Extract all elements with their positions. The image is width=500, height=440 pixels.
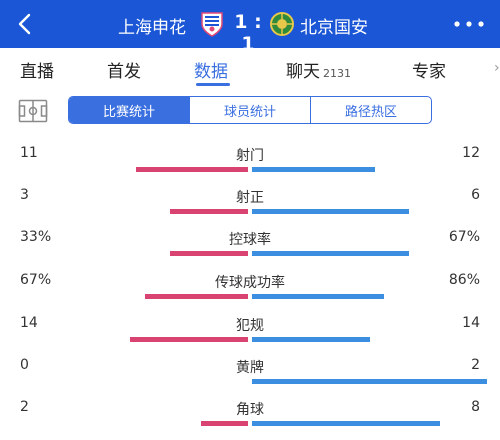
match-header: 上海申花 1 : 1 北京国安: [0, 0, 500, 55]
stat-away-bar: [252, 421, 440, 426]
tab-expert[interactable]: 专家: [412, 57, 446, 82]
stat-home-value: 14: [20, 315, 38, 331]
tab-expert-label: 专家: [412, 62, 446, 82]
stat-row: 2 角球 8: [0, 399, 500, 439]
stat-away-bar: [252, 251, 409, 256]
stat-home-value: 0: [20, 357, 29, 373]
active-tab-indicator: [196, 83, 230, 86]
stat-away-bar: [252, 209, 409, 214]
back-arrow-icon[interactable]: [14, 12, 36, 36]
home-team-crest-icon[interactable]: [200, 11, 224, 37]
stat-label: 犯规: [236, 318, 264, 334]
stat-away-value: 86%: [448, 272, 480, 288]
tab-overflow-hint: ›: [494, 60, 500, 74]
segment-player-stats[interactable]: 球员统计: [189, 97, 310, 123]
stat-home-value: 33%: [20, 229, 52, 245]
stat-home-bar: [201, 421, 248, 426]
segment-match-stats[interactable]: 比赛统计: [69, 97, 189, 123]
stat-row: 0 黄牌 2: [0, 357, 500, 397]
stat-label: 控球率: [229, 232, 271, 248]
tab-chat-label: 聊天: [286, 62, 320, 82]
home-team-name[interactable]: 上海申花: [118, 18, 186, 38]
stat-away-bar: [252, 337, 370, 342]
segment-heatmap[interactable]: 路径热区: [310, 97, 431, 123]
stat-away-bar: [252, 167, 375, 172]
tab-lineup[interactable]: 首发: [107, 57, 141, 82]
stat-label: 射门: [236, 148, 264, 164]
stat-label: 黄牌: [236, 360, 264, 376]
stat-away-value: 14: [462, 315, 480, 331]
stat-home-value: 67%: [20, 272, 52, 288]
stat-home-bar: [130, 337, 248, 342]
stat-away-value: 12: [462, 145, 480, 161]
stat-away-value: 67%: [448, 229, 480, 245]
match-tabs: 直播 首发 数据 聊天 2131 专家 ›: [0, 48, 500, 90]
stat-away-bar: [252, 379, 487, 384]
stat-away-value: 8: [471, 399, 480, 415]
tab-lineup-label: 首发: [107, 62, 141, 82]
stat-home-bar: [136, 167, 248, 172]
stat-away-value: 2: [471, 357, 480, 373]
stat-home-value: 2: [20, 399, 29, 415]
more-options-icon[interactable]: [452, 19, 486, 29]
tab-live-label: 直播: [20, 62, 54, 82]
stat-home-bar: [145, 294, 248, 299]
tab-data-label: 数据: [194, 62, 228, 82]
stat-home-bar: [170, 209, 248, 214]
tab-data[interactable]: 数据: [194, 57, 228, 82]
stat-row: 14 犯规 14: [0, 315, 500, 355]
away-team-crest-icon[interactable]: [270, 11, 294, 37]
stat-label: 传球成功率: [215, 275, 285, 291]
stat-label: 角球: [236, 402, 264, 418]
stat-label: 射正: [236, 190, 264, 206]
stat-row: 3 射正 6: [0, 187, 500, 227]
stat-home-bar: [170, 251, 248, 256]
pitch-icon[interactable]: [18, 99, 48, 123]
stats-segment-control: 比赛统计 球员统计 路径热区: [68, 96, 432, 124]
stat-away-bar: [252, 294, 384, 299]
stat-row: 33% 控球率 67%: [0, 229, 500, 269]
stat-home-value: 3: [20, 187, 29, 203]
stat-row: 11 射门 12: [0, 145, 500, 185]
tab-chat[interactable]: 聊天 2131: [286, 57, 351, 82]
stat-away-value: 6: [471, 187, 480, 203]
chat-count-badge: 2131: [323, 67, 351, 80]
tab-live[interactable]: 直播: [20, 57, 54, 82]
stat-row: 67% 传球成功率 86%: [0, 272, 500, 312]
away-team-name[interactable]: 北京国安: [300, 18, 368, 38]
stat-home-value: 11: [20, 145, 38, 161]
